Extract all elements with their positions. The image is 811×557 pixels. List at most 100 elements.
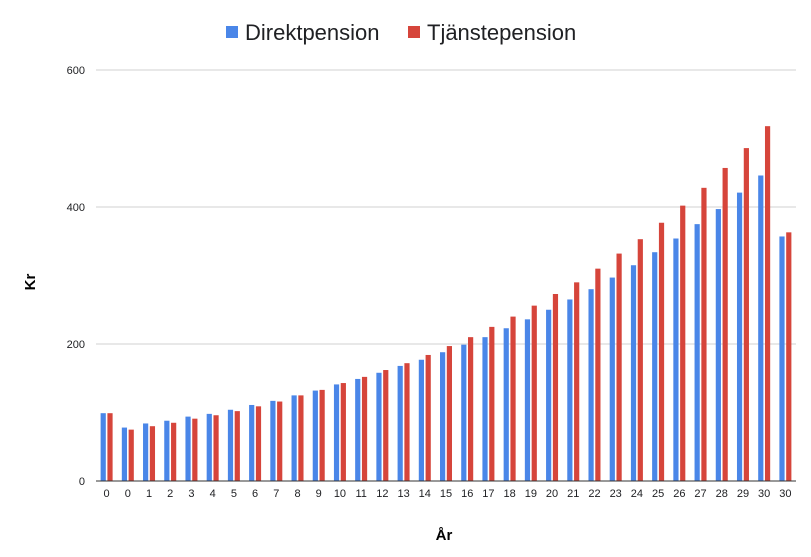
bar-direktpension — [779, 236, 785, 481]
legend-label-tjanstepension: Tjänstepension — [427, 20, 576, 45]
x-tick-label: 29 — [737, 488, 749, 500]
bar-direktpension — [185, 416, 191, 481]
bar-direktpension — [376, 372, 382, 481]
x-tick-label: 14 — [419, 488, 431, 500]
x-tick-label: 12 — [376, 488, 388, 500]
bar-tjanstepension — [743, 148, 749, 481]
bar-tjanstepension — [277, 401, 283, 481]
bar-tjanstepension — [489, 326, 495, 482]
bar-direktpension — [206, 413, 212, 481]
x-tick-label: 8 — [294, 488, 300, 500]
x-tick-label: 15 — [440, 488, 452, 500]
bar-tjanstepension — [298, 395, 304, 482]
bar-direktpension — [588, 289, 594, 481]
bar-direktpension — [227, 409, 234, 481]
bar-tjanstepension — [128, 429, 134, 482]
x-tick-label: 24 — [631, 488, 643, 500]
bar-direktpension — [609, 277, 615, 481]
bar-tjanstepension — [552, 294, 559, 481]
x-tick-label: 23 — [610, 488, 622, 500]
bar-tjanstepension — [213, 415, 219, 481]
bar-direktpension — [673, 238, 679, 481]
y-tick-label: 400 — [67, 202, 85, 214]
bar-direktpension — [736, 192, 743, 481]
x-tick-label: 7 — [273, 488, 279, 500]
x-tick-label: 21 — [567, 488, 579, 500]
bar-tjanstepension — [107, 413, 113, 481]
bar-tjanstepension — [404, 363, 410, 481]
y-axis-title: Kr — [22, 274, 39, 291]
bar-tjanstepension — [637, 239, 643, 481]
x-tick-label: 27 — [694, 488, 706, 500]
legend-swatch-tjanstepension — [408, 26, 420, 38]
x-tick-label: 0 — [104, 488, 110, 500]
bar-direktpension — [333, 384, 340, 481]
bar-tjanstepension — [234, 411, 240, 481]
bar-direktpension — [355, 378, 361, 481]
legend-swatch-direktpension — [226, 26, 238, 38]
bar-tjanstepension — [701, 187, 707, 481]
bar-tjanstepension — [171, 422, 177, 481]
bar-tjanstepension — [149, 426, 156, 481]
bar-direktpension — [418, 359, 424, 481]
x-tick-label: 13 — [397, 488, 409, 500]
bars — [100, 126, 792, 482]
bar-direktpension — [758, 175, 764, 482]
y-tick-label: 0 — [79, 476, 85, 488]
bar-direktpension — [397, 365, 403, 481]
bar-tjanstepension — [361, 376, 368, 481]
bar-tjanstepension — [616, 253, 622, 481]
x-tick-label: 28 — [716, 488, 728, 500]
x-tick-label: 19 — [525, 488, 537, 500]
bar-direktpension — [546, 309, 552, 481]
bar-direktpension — [524, 319, 531, 481]
x-tick-label: 26 — [673, 488, 685, 500]
x-tick-label: 25 — [652, 488, 664, 500]
gridlines — [96, 69, 796, 345]
bar-direktpension — [694, 224, 700, 482]
bar-tjanstepension — [680, 205, 686, 481]
bar-direktpension — [503, 328, 509, 481]
bar-direktpension — [164, 420, 170, 481]
x-tick-label: 4 — [210, 488, 216, 500]
bar-direktpension — [440, 352, 446, 481]
bar-tjanstepension — [510, 316, 516, 481]
x-tick-label: 17 — [482, 488, 494, 500]
x-tick-label: 2 — [167, 488, 173, 500]
bar-tjanstepension — [383, 370, 389, 481]
legend: Direktpension Tjänstepension — [226, 20, 576, 45]
x-tick-label: 9 — [316, 488, 322, 500]
x-tick-label: 11 — [355, 488, 366, 500]
x-tick-label: 0 — [125, 488, 131, 500]
x-tick-label: 18 — [504, 488, 516, 500]
x-axis-ticks: 0 0 1 2 3 4 5 6 7 8 9 10 11 12 13 14 15 16 17 18 19 20 21 22 23 2… — [104, 488, 792, 500]
bar-direktpension — [249, 404, 255, 481]
x-tick-label: 6 — [252, 488, 258, 500]
bar-tjanstepension — [658, 222, 665, 481]
bar-tjanstepension — [319, 389, 325, 481]
bar-tjanstepension — [446, 346, 452, 481]
bar-direktpension — [461, 344, 467, 481]
x-tick-label: 16 — [461, 488, 473, 500]
bar-tjanstepension — [574, 282, 580, 481]
bar-tjanstepension — [425, 354, 431, 481]
bar-direktpension — [652, 252, 658, 481]
x-tick-label: 10 — [334, 488, 346, 500]
bar-tjanstepension — [531, 305, 537, 481]
bar-direktpension — [143, 423, 149, 481]
y-tick-label: 600 — [67, 65, 85, 77]
bar-direktpension — [121, 427, 128, 481]
bar-tjanstepension — [192, 418, 198, 481]
bar-tjanstepension — [340, 383, 346, 481]
bar-direktpension — [715, 209, 721, 481]
bar-tjanstepension — [255, 406, 262, 481]
y-tick-label: 200 — [67, 339, 85, 351]
x-tick-label: 30 — [779, 488, 791, 500]
x-tick-label: 5 — [231, 488, 237, 500]
bar-direktpension — [482, 337, 488, 481]
bar-tjanstepension — [595, 268, 601, 481]
bar-direktpension — [100, 413, 106, 481]
x-tick-label: 30 — [758, 488, 770, 500]
bar-direktpension — [567, 299, 573, 481]
